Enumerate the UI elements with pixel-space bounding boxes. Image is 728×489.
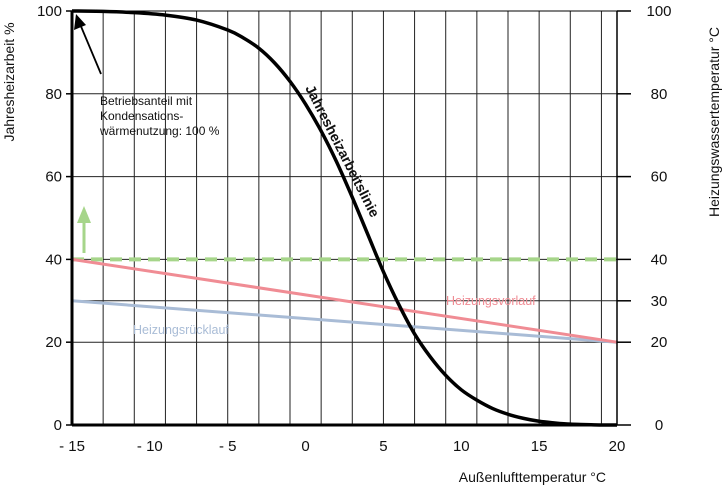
x-tick-label: 15 <box>531 438 548 455</box>
grid-lines <box>102 11 602 425</box>
x-tick-labels: - 15 - 10 - 5 0 5 10 15 20 <box>59 438 625 455</box>
x-axis-title: Außenlufttemperatur °C <box>459 469 606 485</box>
series-label-jahresheizarbeitslinie: Jahresheizarbeitslinie <box>302 82 383 220</box>
y-tick-label-left: 0 <box>54 417 62 434</box>
series-label-heizungsvorlauf: Heizungsvorlauf <box>446 294 536 308</box>
annotation-line-2: Kondensations- <box>100 109 183 123</box>
series-heizungsruecklauf <box>71 299 618 344</box>
y-tick-label-left: 60 <box>45 169 62 186</box>
y-tick-label-right: 20 <box>651 334 668 351</box>
green-up-arrow <box>77 206 91 253</box>
y-axis-title-left: Jahresheizarbeit % <box>1 22 17 141</box>
y-axis-title-right: Heizungswassertemperatur °C <box>706 27 722 217</box>
series-jahresheizarbeitslinie <box>71 9 618 427</box>
series-label-heizungsruecklauf: Heizungsrücklauf <box>133 323 229 337</box>
y-tick-label-right: 60 <box>651 169 668 186</box>
y-tick-label-right: 40 <box>651 251 668 268</box>
y-tick-label-right: 30 <box>651 293 668 310</box>
x-tick-label: - 10 <box>137 438 163 455</box>
y-tick-label-right: 0 <box>655 417 663 434</box>
x-tick-label: - 15 <box>59 438 85 455</box>
axes <box>66 10 631 427</box>
series-layer <box>71 9 618 427</box>
annotation-line-1: Betriebsanteil mit <box>100 94 193 108</box>
series-heizungsvorlauf <box>71 257 618 344</box>
y-tick-label-left: 20 <box>45 334 62 351</box>
y-tick-label-right: 100 <box>646 3 671 20</box>
y-tick-label-left: 100 <box>37 3 62 20</box>
y-tick-label-left: 40 <box>45 251 62 268</box>
annotation-line-3: wärmenutzung: 100 % <box>99 124 220 138</box>
y-tick-labels-right: 0 20 30 40 60 80 100 <box>646 3 671 434</box>
annotation-arrow <box>74 14 102 75</box>
y-tick-labels-left: 0 20 40 60 80 100 <box>37 3 62 434</box>
x-tick-label: 10 <box>453 438 470 455</box>
y-tick-label-left: 80 <box>45 86 62 103</box>
x-tick-label: 0 <box>301 438 309 455</box>
x-tick-label: - 5 <box>219 438 237 455</box>
y-tick-label-right: 80 <box>651 86 668 103</box>
x-tick-label: 20 <box>609 438 626 455</box>
x-tick-label: 5 <box>379 438 387 455</box>
